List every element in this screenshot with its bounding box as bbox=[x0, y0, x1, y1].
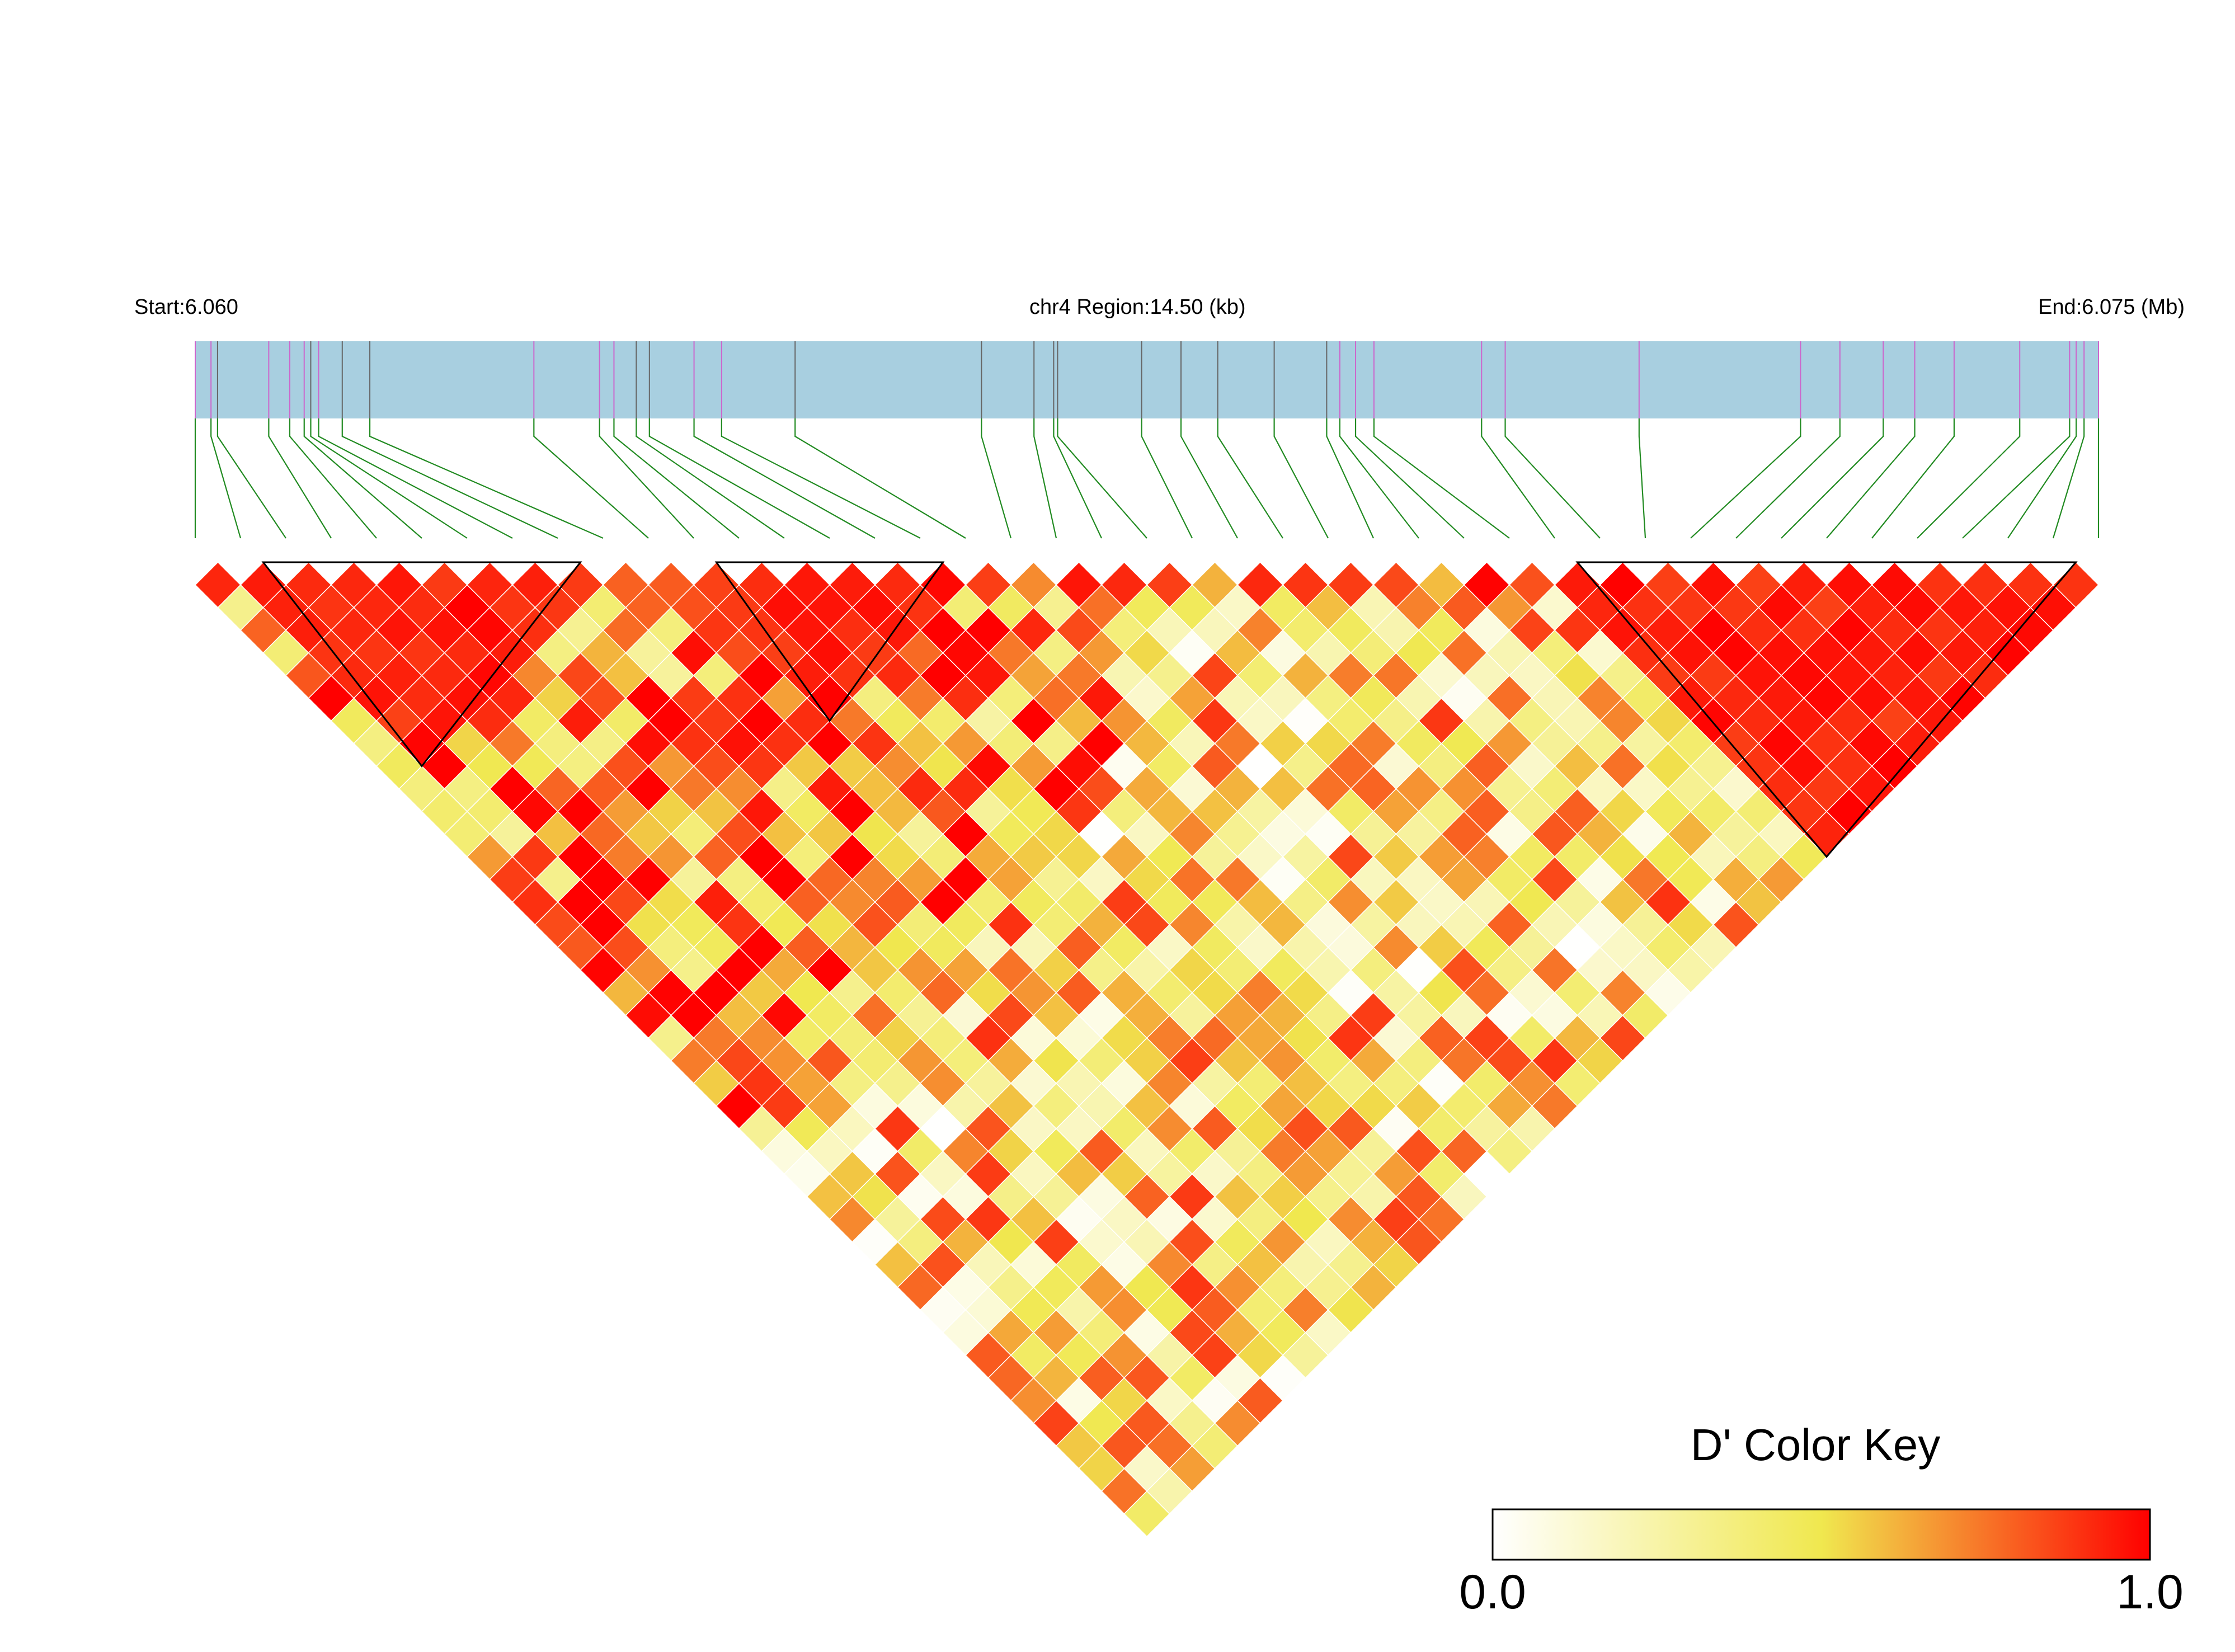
snp-connector bbox=[1217, 418, 1283, 539]
snp-connector bbox=[981, 418, 1012, 539]
snp-connector bbox=[1354, 418, 1465, 539]
snp-connector bbox=[303, 418, 422, 539]
color-key-gradient-bar bbox=[1491, 1508, 2151, 1561]
snp-connector bbox=[210, 418, 242, 539]
snp-connector bbox=[2052, 418, 2085, 539]
color-key: D' Color Key 0.0 1.0 bbox=[1459, 1420, 2184, 1619]
region-start-label: Start:6.060 bbox=[134, 295, 238, 319]
snp-connector bbox=[1917, 418, 2021, 539]
snp-connector bbox=[1871, 418, 1955, 539]
snp-connector bbox=[613, 418, 740, 539]
snp-connectors-group bbox=[194, 418, 2100, 539]
snp-connector bbox=[1373, 418, 1510, 539]
snp-connector bbox=[1339, 418, 1419, 539]
haplotype-block-outline bbox=[261, 561, 582, 768]
chromosome-region-track bbox=[195, 341, 2098, 418]
haplotype-block-outline bbox=[714, 561, 945, 723]
snp-connector bbox=[268, 418, 332, 539]
snp-connector bbox=[318, 418, 513, 539]
snp-connector bbox=[1481, 418, 1555, 539]
snp-connector bbox=[289, 418, 377, 539]
snp-connector bbox=[1504, 418, 1601, 539]
snp-connector bbox=[794, 418, 966, 539]
ld-cells-group bbox=[194, 561, 2100, 1537]
snp-connector bbox=[1781, 418, 1884, 539]
snp-connector bbox=[1273, 418, 1329, 539]
haplotype-block-outline bbox=[1575, 561, 2078, 858]
snp-connector bbox=[693, 418, 876, 539]
color-key-title: D' Color Key bbox=[1691, 1420, 1941, 1470]
snp-connector bbox=[636, 418, 785, 539]
haplotype-blocks-group bbox=[261, 561, 2078, 858]
snp-connector bbox=[310, 418, 468, 539]
snp-connector bbox=[1826, 418, 1916, 539]
snp-connector bbox=[648, 418, 830, 539]
snp-connector bbox=[1735, 418, 1841, 539]
region-end-label: End:6.075 (Mb) bbox=[2038, 295, 2185, 319]
snp-connector bbox=[1638, 418, 1646, 539]
snp-connector bbox=[533, 418, 649, 539]
snp-connector bbox=[1326, 418, 1374, 539]
snp-connector bbox=[1690, 418, 1801, 539]
snp-connector bbox=[1057, 418, 1147, 539]
snp-connector bbox=[599, 418, 694, 539]
snp-connector bbox=[217, 418, 286, 539]
snp-connector bbox=[341, 418, 558, 539]
region-title-label: chr4 Region:14.50 (kb) bbox=[1029, 295, 1246, 319]
snp-ticks-group bbox=[195, 341, 2099, 418]
color-key-max-label: 1.0 bbox=[2116, 1565, 2184, 1619]
snp-connector bbox=[721, 418, 921, 539]
snp-connector bbox=[1180, 418, 1238, 539]
snp-connector bbox=[2007, 418, 2077, 539]
snp-connector bbox=[1141, 418, 1193, 539]
color-key-min-label: 0.0 bbox=[1459, 1565, 1526, 1619]
snp-connector bbox=[1053, 418, 1102, 539]
snp-connector bbox=[369, 418, 604, 539]
snp-connector bbox=[1962, 418, 2071, 539]
snp-connector bbox=[1033, 418, 1057, 539]
ld-cell bbox=[2052, 561, 2100, 609]
